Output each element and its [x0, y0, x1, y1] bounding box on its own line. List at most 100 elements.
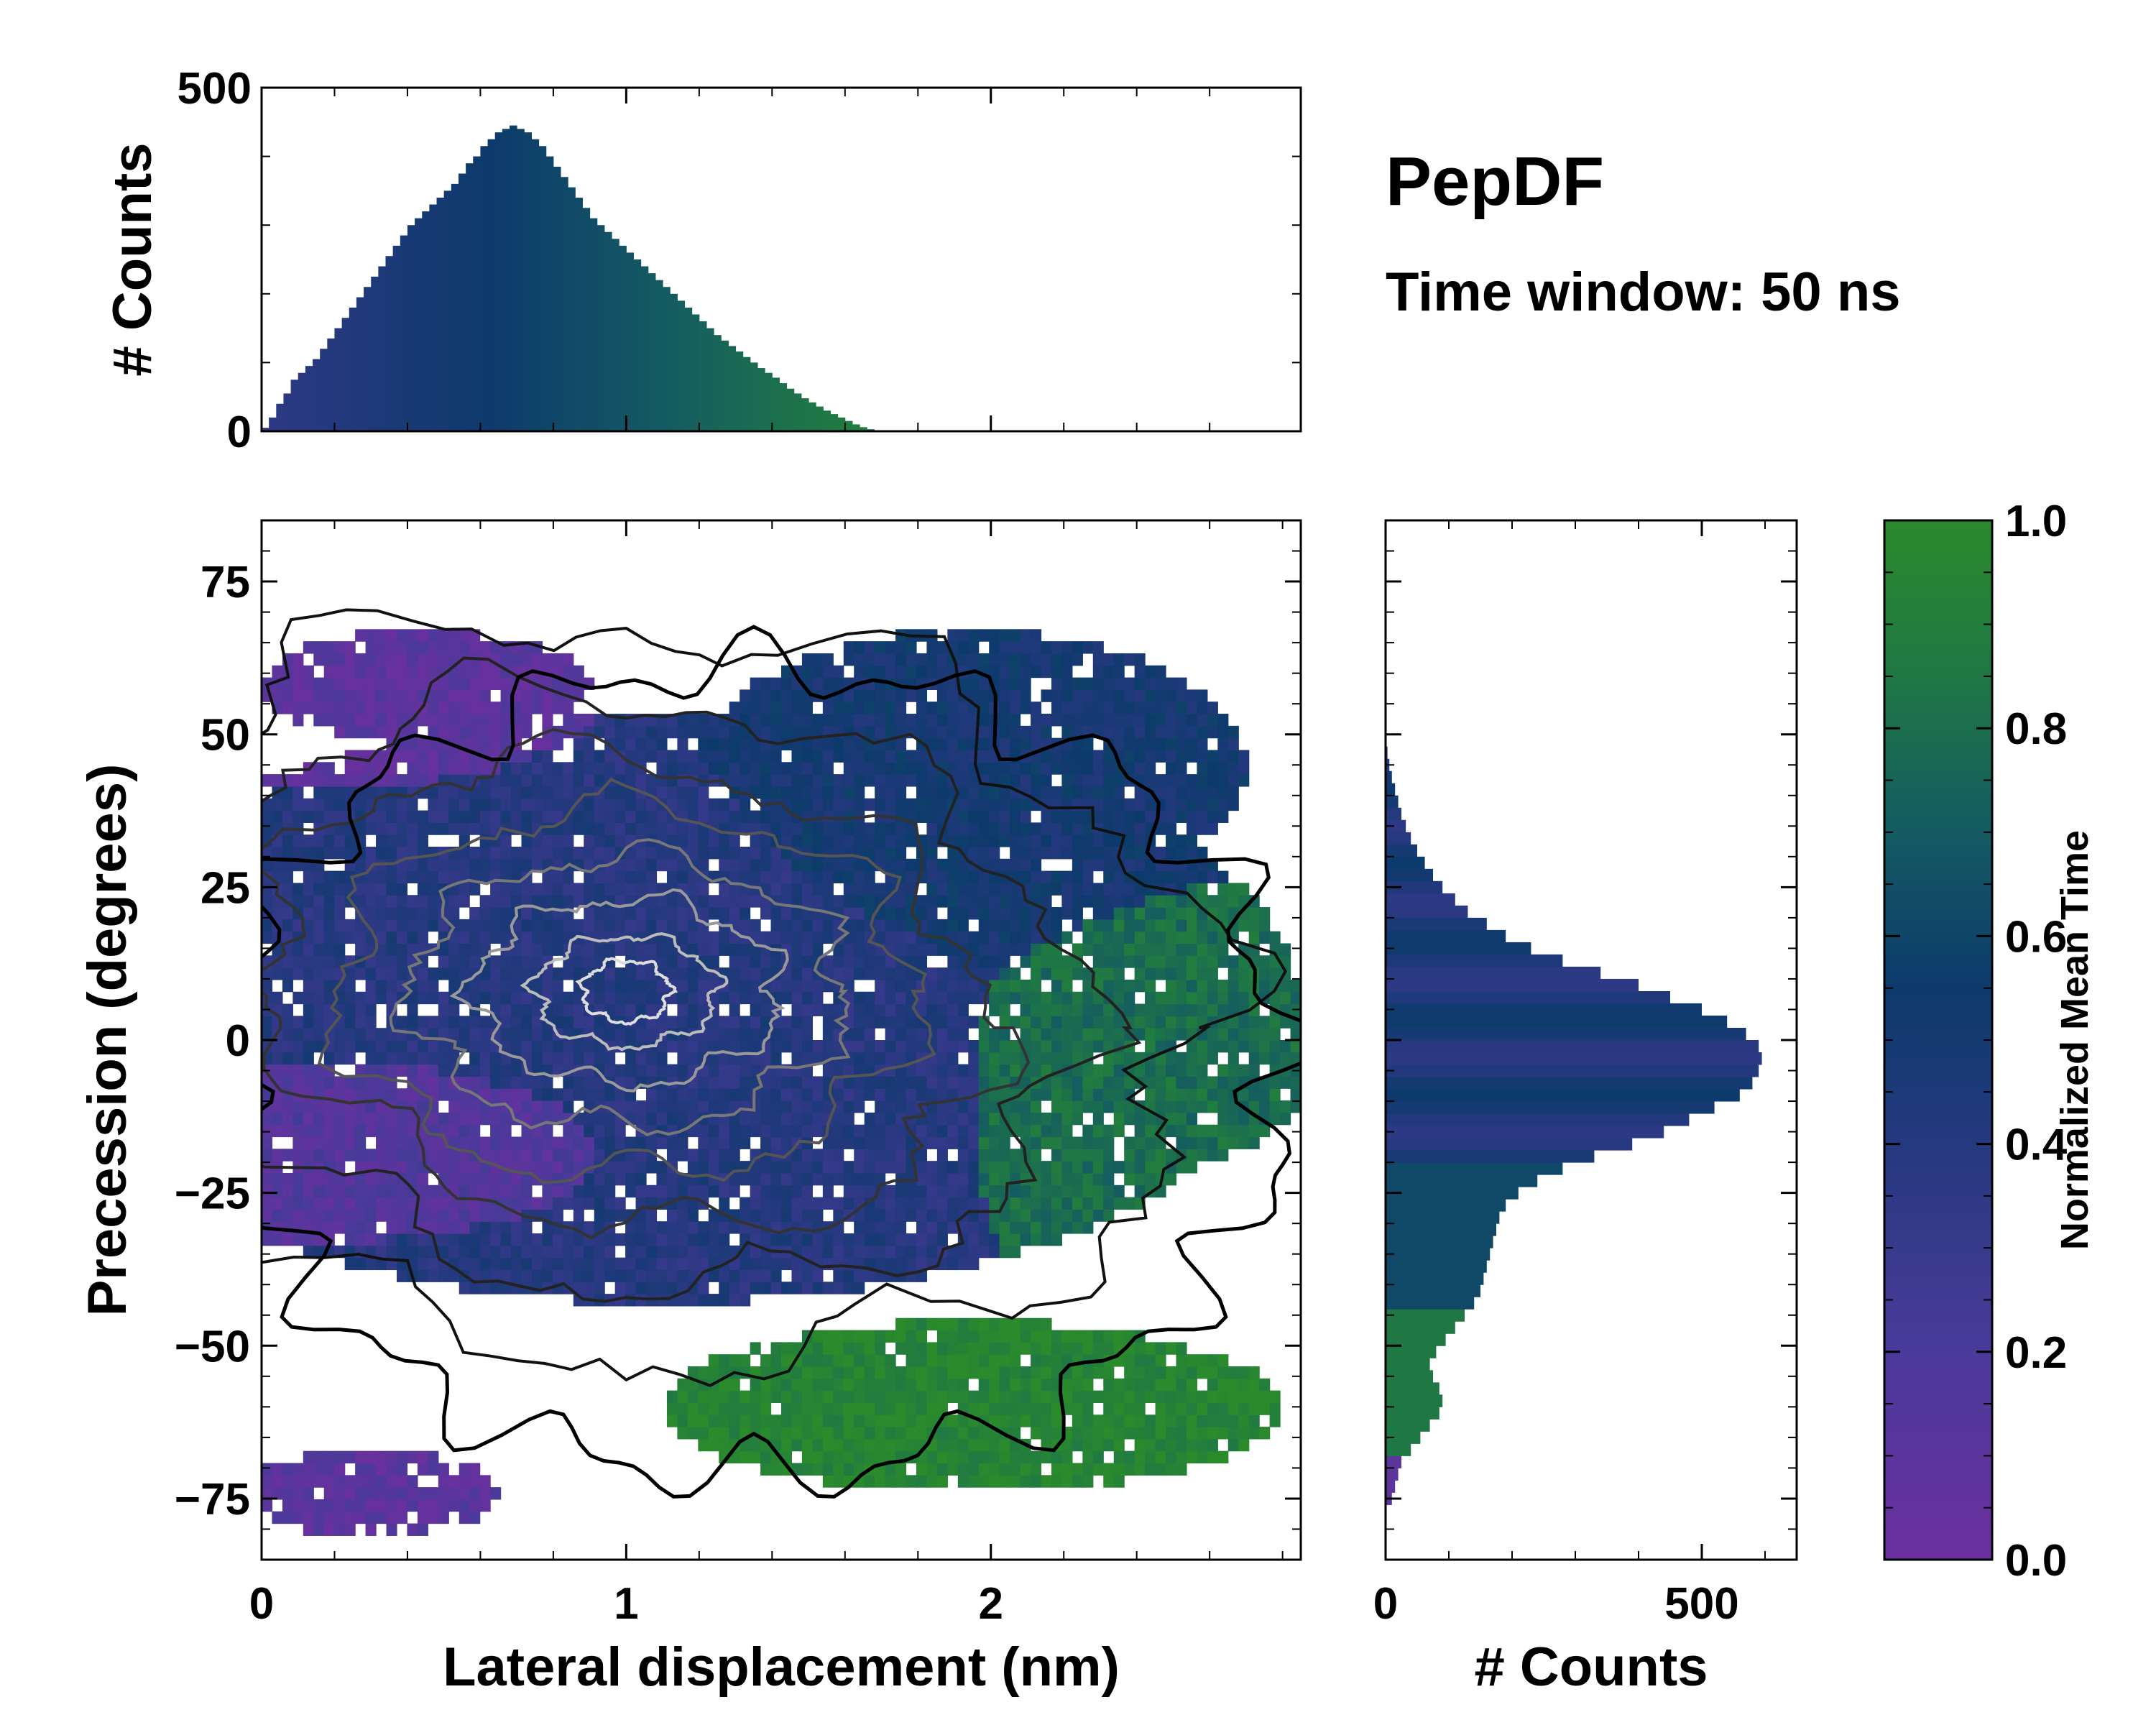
heatmap-cell	[1145, 1450, 1156, 1464]
heatmap-cell	[1072, 919, 1083, 932]
heatmap-cell	[282, 798, 293, 811]
heatmap-cell	[719, 1076, 730, 1089]
heatmap-cell	[355, 1136, 367, 1149]
heatmap-cell	[885, 1450, 896, 1464]
heatmap-cell	[1072, 1040, 1083, 1053]
heatmap-cell	[344, 919, 356, 932]
heatmap-cell	[646, 1052, 658, 1065]
heatmap-cell	[542, 1088, 553, 1101]
heatmap-cell	[625, 846, 637, 860]
heatmap-cell	[989, 1064, 1000, 1077]
heatmap-cell	[438, 1475, 449, 1488]
heatmap-cell	[1155, 1438, 1166, 1452]
heatmap-cell	[625, 725, 637, 739]
heatmap-cell	[698, 1161, 709, 1174]
heatmap-cell	[812, 1112, 824, 1126]
heatmap-cell	[989, 1402, 1000, 1415]
heatmap-cell	[936, 979, 948, 993]
heatmap-cell	[594, 762, 605, 775]
heatmap-cell	[957, 1366, 969, 1379]
heatmap-cell	[552, 834, 563, 847]
heatmap-cell	[614, 883, 626, 896]
heatmap-cell	[854, 1450, 865, 1464]
heatmap-cell	[604, 1112, 616, 1126]
heatmap-cell	[292, 1511, 304, 1524]
heatmap-cell	[719, 1028, 730, 1041]
heatmap-cell	[666, 1245, 678, 1259]
heatmap-cell	[355, 1463, 367, 1476]
heatmap-cell	[344, 1040, 356, 1053]
heatmap-cell	[1155, 1366, 1166, 1379]
heatmap-cell	[885, 1390, 896, 1404]
heatmap-cell	[1010, 1112, 1021, 1126]
heatmap-cell	[708, 955, 719, 968]
heatmap-cell	[282, 1040, 293, 1053]
heatmap-cell	[947, 834, 959, 847]
heatmap-cell	[625, 737, 637, 751]
heatmap-cell	[864, 641, 875, 654]
heatmap-cell	[750, 1245, 761, 1259]
heatmap-cell	[729, 1124, 740, 1138]
heatmap-cell	[740, 1028, 751, 1041]
heatmap-cell	[417, 762, 428, 775]
heatmap-cell	[822, 798, 834, 811]
heatmap-cell	[417, 1269, 428, 1282]
heatmap-cell	[313, 1475, 325, 1488]
heatmap-cell	[407, 810, 418, 823]
heatmap-cell	[719, 895, 730, 908]
heatmap-cell	[428, 1257, 439, 1271]
heatmap-cell	[791, 714, 803, 727]
heatmap-cell	[875, 1257, 886, 1271]
heatmap-cell	[469, 677, 481, 690]
heatmap-cell	[584, 1282, 595, 1294]
heatmap-cell	[656, 1064, 668, 1077]
heatmap-cell	[750, 702, 761, 714]
heatmap-cell	[1082, 1402, 1094, 1415]
heatmap-cell	[854, 1076, 865, 1089]
heatmap-cell	[1061, 907, 1073, 920]
heatmap-cell	[843, 883, 854, 896]
heatmap-cell	[875, 1366, 886, 1379]
heatmap-cell	[906, 1330, 917, 1343]
heatmap-cell	[438, 1463, 449, 1476]
heatmap-cell	[957, 641, 969, 654]
heatmap-cell	[344, 1511, 356, 1524]
heatmap-cell	[303, 1124, 314, 1138]
heatmap-cell	[698, 991, 709, 1005]
heatmap-cell	[885, 1112, 896, 1126]
heatmap-cell	[1031, 629, 1042, 642]
heatmap-cell	[646, 822, 658, 835]
heatmap-cell	[1155, 774, 1166, 787]
heatmap-cell	[1031, 822, 1042, 835]
heatmap-cell	[1051, 1354, 1063, 1367]
heatmap-cell	[656, 1269, 668, 1282]
heatmap-cell	[978, 629, 990, 642]
heatmap-cell	[344, 1016, 356, 1029]
heatmap-cell	[968, 641, 980, 654]
heatmap-cell	[490, 979, 502, 993]
heatmap-cell	[1051, 1100, 1063, 1113]
heatmap-cell	[573, 1245, 584, 1259]
heatmap-cell	[906, 641, 917, 654]
heatmap-cell	[926, 653, 938, 666]
heatmap-cell	[1041, 1161, 1052, 1174]
heatmap-cell	[854, 1354, 865, 1367]
heatmap-cell	[459, 895, 470, 908]
heatmap-cell	[968, 689, 980, 702]
heatmap-cell	[1113, 1100, 1125, 1113]
heatmap-cell	[885, 1378, 896, 1392]
heatmap-cell	[708, 1064, 719, 1077]
heatmap-cell	[999, 774, 1010, 787]
heatmap-cell	[926, 1003, 938, 1016]
heatmap-cell	[864, 1052, 875, 1065]
heatmap-cell	[822, 1184, 834, 1198]
heatmap-cell	[698, 1221, 709, 1234]
heatmap-cell	[926, 1245, 938, 1259]
heatmap-cell	[438, 943, 449, 956]
heatmap-cell	[1051, 1076, 1063, 1089]
heatmap-cell	[1134, 714, 1146, 727]
heatmap-cell	[365, 907, 377, 920]
heatmap-cell	[448, 907, 460, 920]
heatmap-cell	[1092, 1450, 1104, 1464]
heatmap-cell	[895, 1016, 907, 1029]
